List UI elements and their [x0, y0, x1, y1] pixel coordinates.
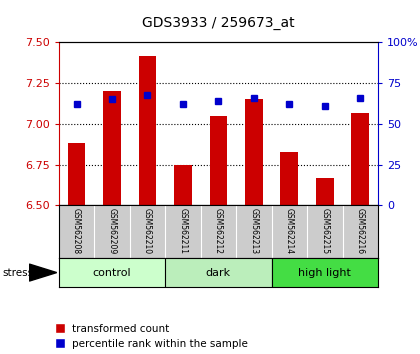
Bar — [245, 99, 263, 205]
Text: GSM562213: GSM562213 — [249, 208, 258, 254]
Text: high light: high light — [298, 268, 351, 278]
Text: GSM562209: GSM562209 — [108, 208, 116, 254]
Text: GSM562211: GSM562211 — [178, 208, 187, 254]
Text: stress: stress — [2, 268, 33, 278]
Legend: transformed count, percentile rank within the sample: transformed count, percentile rank withi… — [55, 324, 248, 349]
Text: GSM562208: GSM562208 — [72, 208, 81, 254]
Bar — [272, 258, 378, 287]
Text: GSM562214: GSM562214 — [285, 208, 294, 254]
Bar — [139, 56, 156, 205]
Bar — [281, 152, 298, 205]
Bar — [103, 91, 121, 205]
Bar — [316, 178, 333, 205]
Text: GSM562215: GSM562215 — [320, 208, 329, 254]
Polygon shape — [29, 264, 57, 281]
Text: GSM562212: GSM562212 — [214, 208, 223, 254]
Text: dark: dark — [206, 268, 231, 278]
Bar — [174, 165, 192, 205]
Bar — [165, 258, 272, 287]
Bar — [59, 258, 165, 287]
Bar — [210, 116, 227, 205]
Text: control: control — [93, 268, 131, 278]
Bar — [68, 143, 85, 205]
Text: GDS3933 / 259673_at: GDS3933 / 259673_at — [142, 16, 295, 30]
Text: GSM562210: GSM562210 — [143, 208, 152, 254]
Bar — [352, 113, 369, 205]
Text: GSM562216: GSM562216 — [356, 208, 365, 254]
